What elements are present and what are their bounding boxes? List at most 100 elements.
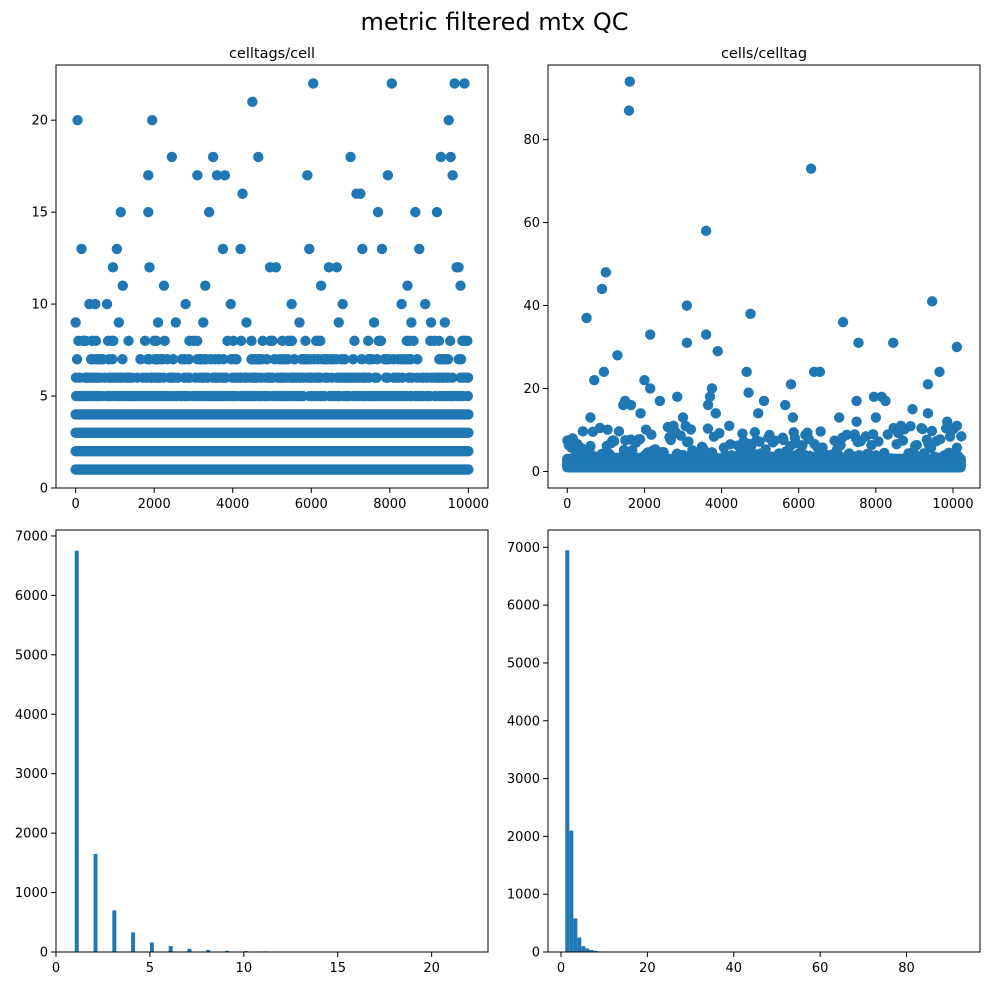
scatter-point [315,335,326,347]
scatter-point [710,408,721,419]
scatter-point [462,335,473,347]
scatter-point [376,243,388,255]
y-tick-label: 3000 [507,772,540,787]
scatter-point [685,424,697,435]
scatter-point [853,337,864,349]
scatter-point [955,453,966,465]
scatter-point [345,151,356,163]
scatter-point [241,317,252,328]
scatter-point [235,243,246,255]
scatter-point [218,354,229,365]
scatter-point [231,354,242,365]
y-tick-label: 5000 [507,656,540,671]
scatter-point [107,262,119,273]
scatter-point [257,335,268,347]
scatter-point [951,341,963,353]
scatter-point [589,374,600,386]
scatter-point [168,354,179,365]
scatter-point [743,387,754,398]
x-tick-label: 80 [898,961,915,976]
scatter-point [873,436,884,447]
scatter-point [645,329,656,340]
scatter-point [247,96,258,107]
scatter-point [627,444,638,456]
scatter-point [681,300,693,311]
scatter-point [237,188,248,199]
x-tick-label: 20 [639,961,656,976]
scatter-point [323,262,335,273]
scatter-point [143,170,154,181]
y-tick-label: 40 [523,299,540,314]
scatter-point [725,439,736,450]
scatter-point [645,383,656,394]
scatter-point [851,416,862,427]
histogram-bar [168,946,173,952]
x-tick-label: 0 [557,961,565,976]
histogram-bar [187,948,192,952]
scatter-point [439,317,450,328]
scatter-point [581,312,592,324]
scatter-point [396,298,407,310]
scatter-point [425,317,437,328]
scatter-point [867,429,879,440]
histogram-bar [206,949,211,952]
scatter-point [308,78,319,89]
scatter-point [683,436,694,447]
scatter-point [702,399,714,411]
scatter-point [585,440,596,452]
histogram-bar [93,853,98,952]
scatter-point [926,425,938,437]
y-tick-label: 2000 [507,830,540,845]
histogram-bar [581,946,586,952]
scatter-point [665,434,677,446]
scatter-point [76,243,87,255]
scatter-point [170,317,181,328]
scatter-point [805,163,817,174]
y-tick-label: 0 [40,946,48,961]
scatter-point [888,337,899,349]
y-tick-label: 1000 [15,886,48,901]
scatter-point [71,354,83,365]
scatter-dense-band [70,427,474,439]
scatter-point [934,434,946,445]
panel-cells-per-celltag-histogram: 0 20 40 60 80 0 1000 2000 3000 4000 5000 6000 7000 [507,529,981,976]
scatter-point [70,317,81,328]
scatter-point [447,170,458,181]
scatter-point [72,114,83,126]
scatter-point [741,366,752,378]
scatter-point [371,372,382,383]
scatter-point [107,354,118,365]
axes-frame [547,64,981,489]
scatter-point [624,76,635,87]
scatter-point [113,317,125,328]
scatter-point [294,317,305,328]
scatter-point [433,335,445,347]
scatter-point [618,399,629,411]
scatter-point [870,412,882,423]
panel-title: cells/celltag [721,46,807,62]
scatter-point [355,188,366,199]
scatter-point [304,243,315,255]
scatter-point [797,440,808,451]
scatter-point [698,443,709,455]
x-tick-label: 5 [146,961,154,976]
scatter-point [333,317,344,328]
scatter-point [101,298,113,310]
scatter-point [749,426,761,438]
scatter-point [911,439,922,451]
scatter-point [123,335,134,347]
scatter-point [769,435,780,446]
scatter-point [372,206,384,218]
scatter-point [668,420,679,431]
scatter-point [151,335,162,347]
scatter-point [368,317,380,328]
scatter-point [219,170,231,181]
scatter-point [289,354,300,365]
scatter-point [108,335,119,347]
scatter-point [712,345,723,357]
y-tick-label: 80 [523,133,540,148]
scatter-point [623,105,635,116]
scatter-point [267,335,278,347]
scatter-point [907,404,918,415]
